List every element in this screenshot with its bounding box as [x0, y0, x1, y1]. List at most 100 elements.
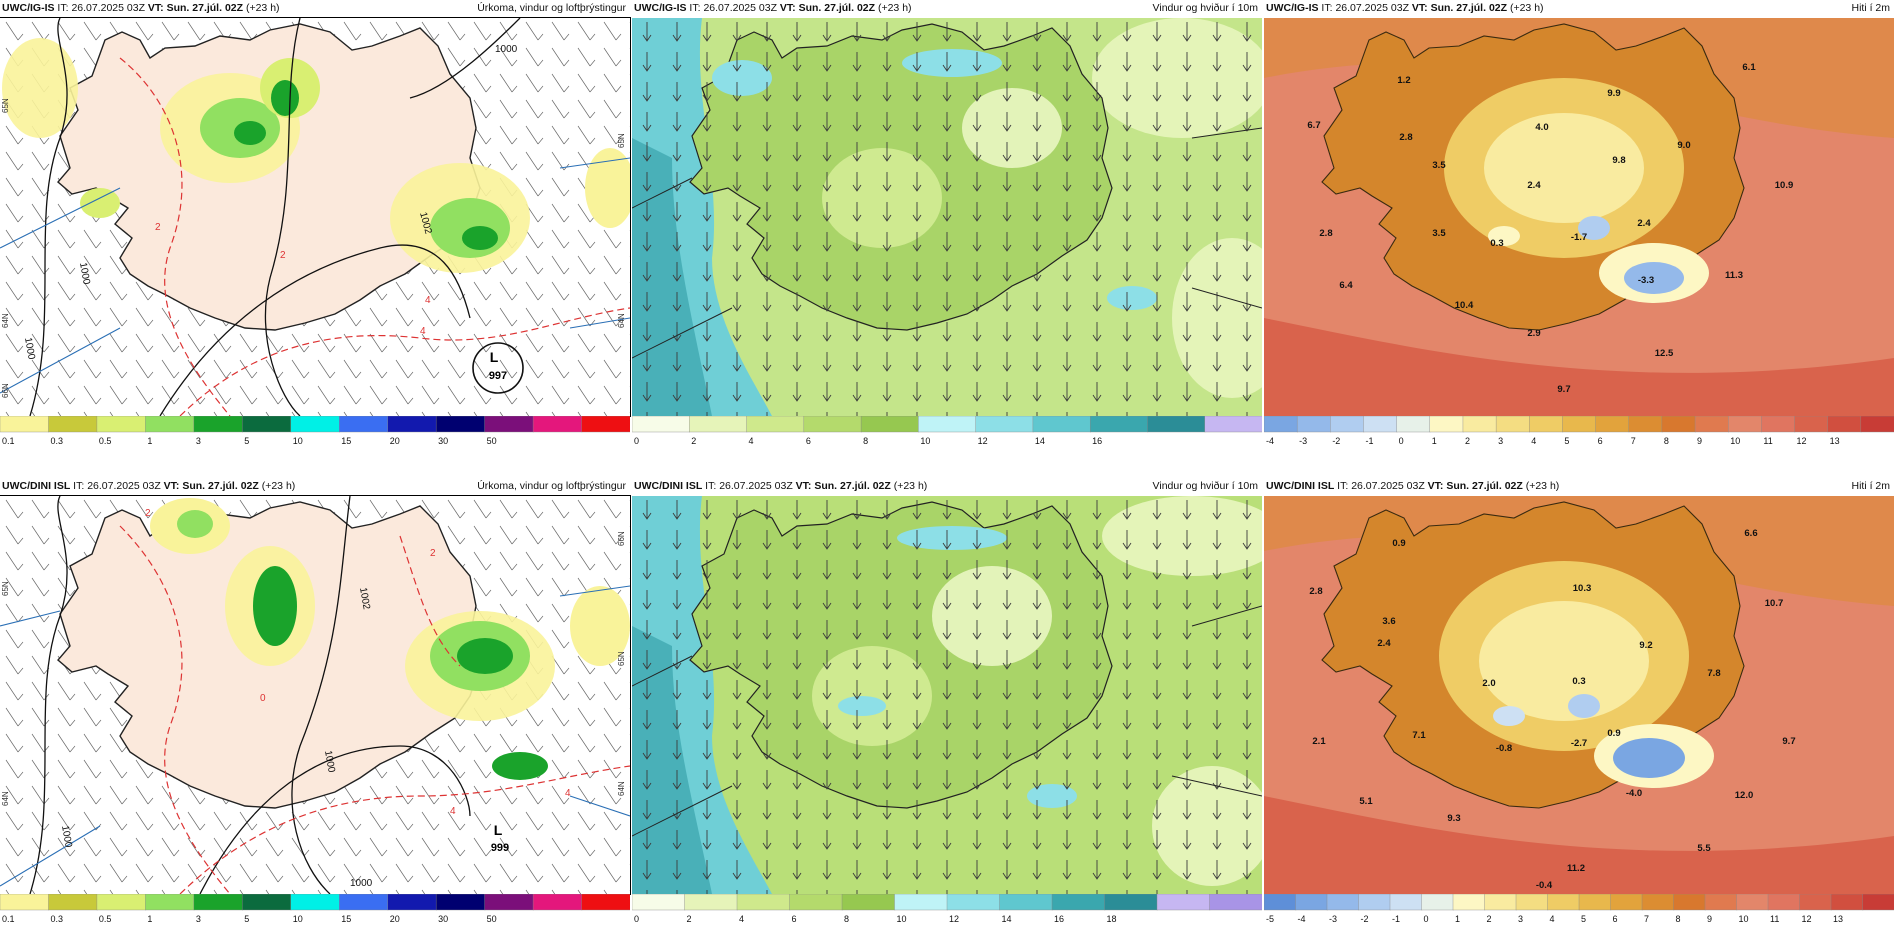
vt-value: Sun. 27.júl. 02Z [182, 480, 259, 492]
it-label: IT: [1337, 480, 1349, 492]
colorbar-tick-label: -1 [1365, 436, 1373, 446]
temp-value-label: 11.3 [1725, 270, 1743, 281]
colorbar-tick-label: 12 [978, 436, 988, 446]
temp-value-label: 9.3 [1447, 813, 1460, 824]
colorbar-swatch [684, 894, 738, 911]
colorbar-swatch [435, 894, 486, 911]
colorbar-swatch [1330, 416, 1365, 433]
colorbar-swatch [435, 416, 486, 433]
colorbar-tick-label: 5 [1564, 436, 1569, 446]
colorbar-swatch [1147, 416, 1206, 433]
colorbar-tick-label: 16 [1092, 436, 1102, 446]
colorbar-swatch [1547, 894, 1580, 911]
temp-values: 1.2 6.1 6.7 2.8 4.0 9.9 3.5 9.8 9.0 2.4 10.9 2.8 3.5… [1307, 62, 1793, 395]
colorbar-tick-label: 30 [438, 914, 448, 924]
colorbar-swatch [894, 894, 948, 911]
colorbar-tick-label: 0 [1399, 436, 1404, 446]
colorbar-swatch [96, 416, 147, 433]
colorbar-tick-label: 2 [687, 914, 692, 924]
colorbar-tick-label: 4 [749, 436, 754, 446]
isotherm-label: 4 [420, 326, 426, 337]
colorbar-tick-label: -2 [1332, 436, 1340, 446]
colorbar-swatch [387, 416, 437, 433]
precip-areas [150, 498, 630, 780]
colorbar-tick-label: 50 [487, 436, 497, 446]
colorbar-swatch [1515, 894, 1549, 911]
colorbar-swatch [1421, 894, 1454, 911]
colorbar-tick-label: 11 [1770, 914, 1779, 924]
colorbar-tick-label: 14 [1002, 914, 1012, 924]
temp-value-label: 2.1 [1312, 736, 1326, 747]
colorbar-tick-label: 2 [691, 436, 696, 446]
colorbar-swatch [1484, 894, 1517, 911]
colorbar-tick-label: 5 [244, 914, 249, 924]
temp-value-label: 7.8 [1707, 668, 1720, 679]
colorbar-tick-label: -3 [1329, 914, 1337, 924]
colorbar-tick-label: 30 [438, 436, 448, 446]
it-value: 26.07.2025 03Z [87, 480, 161, 492]
colorbar-tick-label: 7 [1644, 914, 1649, 924]
colorbar-tick-label: 0 [634, 914, 639, 924]
temp-value-label: 9.9 [1607, 88, 1620, 99]
it-value: 26.07.2025 03Z [71, 2, 145, 14]
colorbar-swatch [789, 894, 843, 911]
colorbar-tick-label: 13 [1833, 914, 1843, 924]
colorbar-swatch [387, 894, 437, 911]
lead-time: (+23 h) [893, 480, 928, 492]
colorbar-swatch [1295, 894, 1328, 911]
colorbar-swatch [860, 416, 920, 433]
colorbar-swatch [1089, 416, 1149, 433]
colorbar-swatch [532, 894, 583, 911]
colorbar-swatch [1794, 416, 1829, 433]
isotherm-label: 2 [280, 250, 286, 261]
temp-value-label: 2.8 [1309, 586, 1322, 597]
colorbar-tick-label: 10 [293, 914, 303, 924]
vt-value: Sun. 27.júl. 02Z [798, 2, 876, 14]
temp-value-label: 10.3 [1573, 583, 1592, 594]
colorbar-swatch [145, 416, 195, 433]
temp-value-label: 3.5 [1432, 228, 1446, 239]
colorbar-tick-label: 1 [147, 436, 152, 446]
colorbar-tick-label: 4 [1550, 914, 1555, 924]
colorbar-swatch [1452, 894, 1486, 911]
colorbar-swatch [48, 416, 98, 433]
wind-map [632, 496, 1262, 894]
temp-value-label: -1.7 [1571, 232, 1587, 243]
panel-title: Hiti í 2m [1851, 2, 1890, 14]
colorbar-swatch [242, 894, 292, 911]
temp-value-label: 9.7 [1557, 384, 1570, 395]
colorbar-tick-label: 9 [1707, 914, 1712, 924]
colorbar-tick-label: 8 [1676, 914, 1681, 924]
model-name: UWC/DINI ISL [634, 480, 703, 492]
lat-label: 66N [617, 531, 626, 546]
lead-time: (+23 h) [1525, 480, 1560, 492]
colorbar-swatch [1610, 894, 1643, 911]
vt-label: VT: [163, 480, 180, 492]
colorbar-swatch [145, 894, 195, 911]
panel-title: Úrkoma, vindur og loftþrýstingur [477, 480, 626, 492]
temp-value-label: -3.3 [1638, 275, 1654, 286]
temp-value-label: 2.0 [1482, 678, 1495, 689]
precip-map: L 999 1002 1000 1000 1000 65N 64N 66N 65… [0, 495, 631, 895]
colorbar-tick-label: 0.1 [2, 914, 15, 924]
colorbar: 0.1 0.3 0.5 1 3 5 10 15 20 30 50 [0, 416, 630, 446]
it-value: 26.07.2025 03Z [703, 2, 777, 14]
isotherm-label: 2 [430, 548, 436, 559]
vt-label: VT: [1411, 2, 1428, 14]
model-name: UWC/IG-IS [634, 2, 687, 14]
panel-header: UWC/IG-IS IT: 26.07.2025 03Z VT: Sun. 27… [1264, 0, 1894, 16]
it-value: 26.07.2025 03Z [719, 480, 793, 492]
colorbar-swatch [339, 894, 389, 911]
colorbar-tick-label: 10 [920, 436, 930, 446]
colorbar-tick-label: 9 [1697, 436, 1702, 446]
panel-dini-temp: UWC/DINI ISL IT: 26.07.2025 03Z VT: Sun.… [1264, 478, 1894, 938]
temp-value-label: 2.8 [1399, 132, 1412, 143]
colorbar-tick-label: 1 [1432, 436, 1437, 446]
colorbar-swatch [1209, 894, 1262, 911]
lat-label: 64N [617, 781, 626, 796]
panel-header: UWC/IG-IS IT: 26.07.2025 03Z VT: Sun. 27… [632, 0, 1262, 16]
colorbar-tick-label: 11 [1763, 436, 1772, 446]
colorbar-swatch [532, 416, 583, 433]
colorbar-tick-label: 4 [739, 914, 744, 924]
colorbar-swatch [1462, 416, 1497, 433]
